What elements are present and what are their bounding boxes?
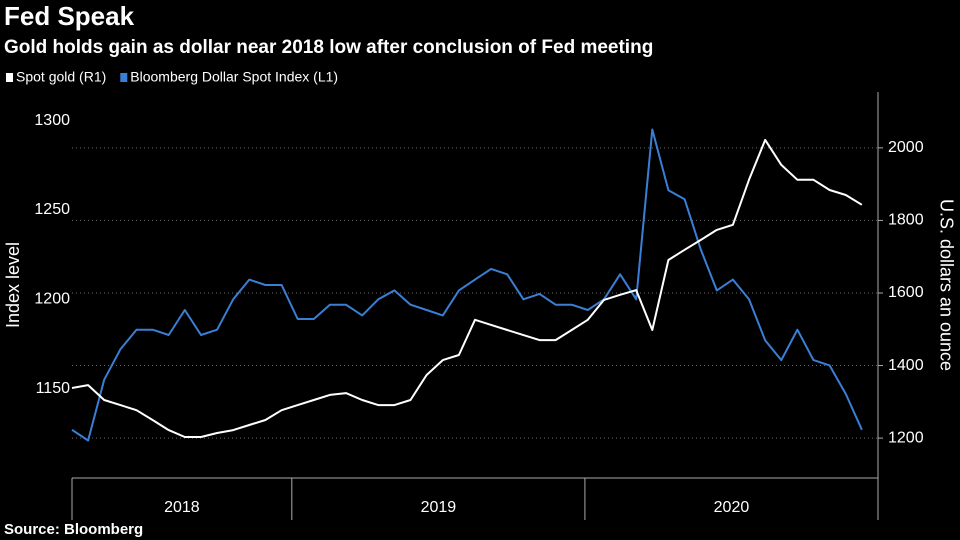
series-line [71, 138, 863, 438]
legend-swatch [120, 73, 128, 82]
y2-tick-label: 1200 [888, 429, 924, 446]
source: Source: Bloomberg [4, 521, 143, 538]
y-tick-label: 1250 [34, 201, 70, 218]
y-axis-label: Index level [3, 242, 23, 328]
legend-label: Bloomberg Dollar Spot Index (L1) [130, 69, 338, 85]
y-tick-label: 1300 [34, 112, 70, 129]
x-tick-label: 2020 [714, 499, 750, 516]
series-line [71, 128, 863, 442]
y2-tick-label: 1800 [888, 212, 924, 229]
x-tick-label: 2018 [164, 499, 200, 516]
y2-tick-label: 1600 [888, 284, 924, 301]
y-tick-label: 1150 [36, 380, 71, 397]
legend-label: Spot gold (R1) [16, 69, 106, 85]
y-tick-label: 1200 [34, 291, 70, 308]
x-tick-label: 2019 [421, 499, 457, 516]
legend-swatch [6, 73, 13, 82]
y2-tick-label: 2000 [888, 139, 924, 156]
chart-title: Fed Speak [4, 1, 135, 31]
y2-axis-label: U.S. dollars an ounce [936, 199, 956, 371]
y2-tick-label: 1400 [888, 357, 924, 374]
chart-subtitle: Gold holds gain as dollar near 2018 low … [4, 37, 653, 58]
